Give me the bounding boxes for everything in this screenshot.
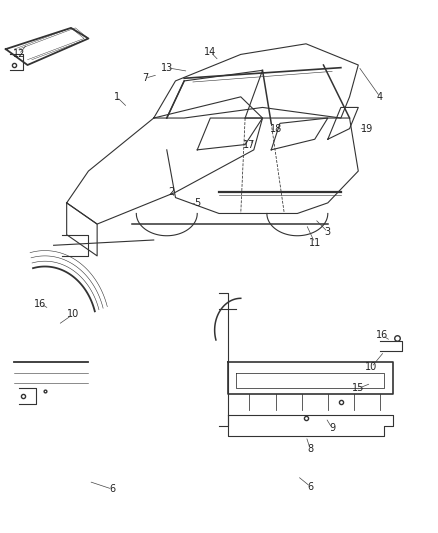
Text: 6: 6 [110,484,116,494]
Text: 13: 13 [161,63,173,72]
Text: 8: 8 [307,445,314,455]
Text: 12: 12 [13,50,25,59]
Text: 16: 16 [376,330,389,341]
Text: 15: 15 [352,383,364,393]
Text: 6: 6 [307,481,314,491]
Text: 4: 4 [377,92,383,102]
Text: 18: 18 [269,124,282,134]
Text: 7: 7 [142,73,148,83]
Text: 5: 5 [194,198,200,208]
Text: 3: 3 [325,227,331,237]
Text: 19: 19 [361,124,373,134]
Text: 10: 10 [67,309,79,319]
Text: 9: 9 [329,423,335,433]
Text: 2: 2 [168,187,174,197]
Text: 11: 11 [309,238,321,248]
Text: 17: 17 [243,140,256,150]
Text: 16: 16 [35,298,47,309]
Text: 1: 1 [113,92,120,102]
Text: 10: 10 [365,362,378,372]
Text: 14: 14 [204,47,216,56]
